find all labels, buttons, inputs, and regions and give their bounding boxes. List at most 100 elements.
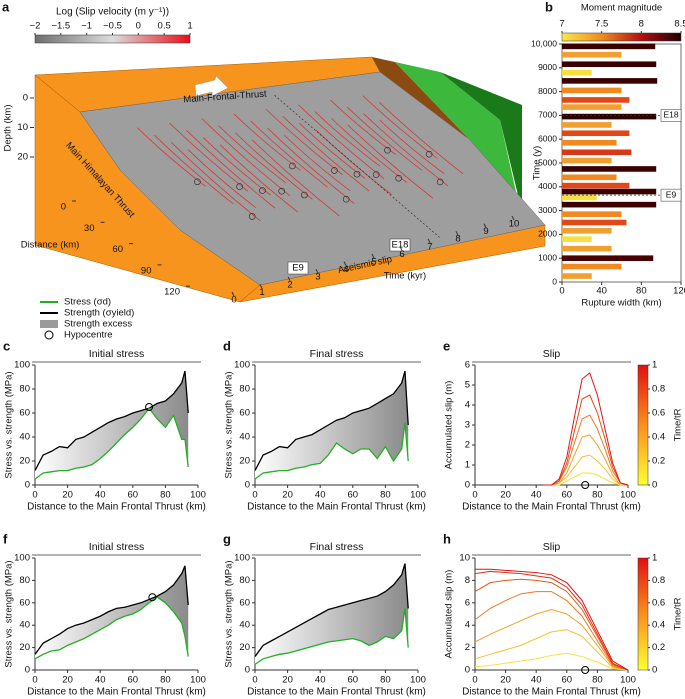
hypocentre — [148, 593, 157, 602]
fault-surface — [79, 71, 546, 286]
surface-label: E18 — [392, 240, 409, 251]
y-tick-label: 100 — [14, 553, 30, 564]
series-line — [254, 370, 409, 471]
series-line — [475, 568, 629, 671]
time-tick — [483, 223, 487, 228]
bar — [562, 182, 630, 189]
label-box — [287, 261, 309, 275]
panel-title: Slip — [543, 541, 561, 553]
distance-tick-label: 0 — [61, 202, 66, 213]
distance-label: Distance (km) — [21, 240, 80, 251]
strength-excess — [255, 563, 409, 665]
y-tick-label: 100 — [14, 360, 30, 371]
y-tick-label: 100 — [234, 360, 250, 371]
y-tick-label: 0 — [245, 665, 250, 676]
colorbar-tick-label: 0 — [652, 480, 657, 491]
time-colorbar — [637, 557, 649, 671]
slip-streak — [282, 115, 370, 192]
legend-label: Hypocentre — [64, 330, 113, 341]
panel-title: Final stress — [310, 541, 364, 553]
panel-title: Initial stress — [89, 541, 144, 553]
hypocentre-marker — [301, 191, 308, 199]
y-tick-label: 20 — [239, 642, 250, 653]
time-colorbar — [637, 364, 649, 486]
hypocentre-marker — [372, 171, 380, 178]
y-label: Accumulated slip (m) — [444, 381, 455, 470]
colorbar-tick-label: −0.5 — [103, 21, 122, 32]
x-tick-label: 120 — [673, 286, 685, 297]
time-tick-label: 7 — [427, 241, 432, 252]
time-tick-label: 2 — [287, 279, 292, 290]
bar — [562, 130, 630, 137]
x-tick-label: 100 — [620, 675, 636, 686]
bar — [562, 263, 622, 270]
colorbar-tick-label: 0.4 — [652, 432, 665, 443]
bar — [562, 194, 597, 201]
x-label: Distance to the Main Frontal Thrust (km) — [247, 687, 426, 698]
y-tick-label: 9000 — [538, 62, 557, 72]
time-tick — [511, 215, 515, 221]
colorbar-tick-label: 0.5 — [158, 21, 171, 32]
slip-streak — [202, 137, 271, 196]
series-line — [474, 608, 629, 671]
x-tick-label: 0 — [472, 490, 477, 501]
series-line — [34, 370, 189, 471]
hypocentre-marker — [259, 187, 266, 194]
hypocentre-marker — [331, 167, 338, 174]
block-diagram — [34, 56, 546, 303]
hypocentre-marker — [236, 183, 243, 190]
y-tick-label: 60 — [19, 408, 30, 419]
y-tick-label: 6000 — [538, 133, 557, 143]
slip-streak — [186, 130, 276, 209]
colorbar-tick-label: −2 — [30, 21, 41, 32]
x-tick-label: 40 — [95, 675, 106, 686]
colorbar-tick-label: 1 — [652, 360, 657, 371]
bar — [562, 273, 592, 279]
x-tick-label: 80 — [380, 490, 391, 501]
time-tick — [231, 291, 235, 297]
y-tick-label: 0 — [465, 480, 470, 491]
y-tick-label: 4000 — [538, 181, 557, 191]
y-tick-label: 2000 — [538, 229, 557, 239]
y-tick-label: 0 — [25, 665, 30, 676]
dark-green-face — [440, 72, 522, 212]
time-tick-label: 9 — [483, 226, 488, 237]
x-tick-label: 100 — [620, 490, 636, 501]
x-tick-label: 60 — [128, 490, 139, 501]
y-tick-label: 40 — [239, 432, 250, 443]
x-tick-label: 80 — [380, 675, 391, 686]
hypocentre-marker — [248, 213, 256, 220]
y-tick-label: 0 — [465, 665, 470, 676]
hypocentre — [145, 403, 154, 411]
slip-streak — [218, 125, 286, 183]
hypocentre — [581, 481, 590, 489]
series-line — [34, 407, 189, 480]
y-tick-label: 80 — [239, 384, 250, 395]
y-label: Accumulated slip (m) — [444, 570, 455, 659]
y-tick-label: 5000 — [538, 157, 557, 167]
x-tick-label: 20 — [282, 675, 293, 686]
y-tick-label: 80 — [19, 384, 30, 395]
time-tick-label: 5 — [371, 257, 376, 268]
x-tick-label: 20 — [62, 490, 73, 501]
time-tick — [455, 230, 459, 236]
y-tick-label: 8000 — [538, 86, 557, 96]
slip-streak — [267, 127, 355, 204]
time-tick — [371, 253, 375, 259]
depth-tick-label: 10 — [17, 122, 28, 133]
y-tick-label: 80 — [19, 575, 30, 586]
panel-letter: c — [3, 338, 10, 353]
panel-letter: f — [3, 531, 8, 546]
x-label: Distance to the Main Frontal Thrust (km) — [27, 687, 206, 698]
x-label: Distance to the Main Frontal Thrust (km) — [462, 502, 641, 513]
y-tick-label: 20 — [239, 456, 250, 467]
series-line — [543, 414, 629, 486]
slip-streak — [299, 122, 366, 179]
y-tick-label: 2 — [465, 642, 470, 653]
series-line — [254, 563, 409, 657]
colorbar-label: Time/tR — [673, 597, 684, 630]
bar — [562, 245, 612, 252]
y-label: Stress vs. strength (MPa) — [224, 371, 235, 478]
time-tick-label: 8 — [455, 234, 460, 245]
x-tick-label: 0 — [559, 286, 564, 297]
